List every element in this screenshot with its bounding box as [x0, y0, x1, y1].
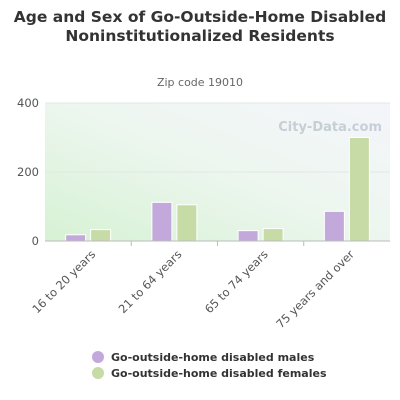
bar [151, 201, 173, 242]
legend-item: Go-outside-home disabled males [92, 349, 327, 365]
y-tick-label: 0 [32, 234, 39, 248]
bar [90, 229, 112, 242]
y-tick-label: 200 [17, 165, 39, 179]
bar [65, 234, 87, 242]
legend-swatch [92, 351, 104, 363]
legend-item: Go-outside-home disabled females [92, 365, 327, 381]
watermark: City-Data.com [278, 120, 382, 135]
legend-swatch [92, 367, 104, 379]
x-tick-label: 16 to 20 years [29, 247, 98, 316]
x-tick-label: 21 to 64 years [116, 247, 185, 316]
y-tick-label: 400 [17, 96, 39, 110]
legend-label: Go-outside-home disabled females [111, 366, 327, 380]
x-tick-label: 75 years and over [273, 247, 357, 331]
chart-title: Age and Sex of Go-Outside-Home Disabled … [13, 8, 387, 45]
bar [262, 228, 284, 242]
bar [176, 204, 198, 242]
bar [323, 210, 345, 242]
bar [237, 230, 259, 242]
legend: Go-outside-home disabled males Go-outside… [92, 349, 327, 381]
legend-label: Go-outside-home disabled males [111, 350, 315, 364]
chart-subtitle: Zip code 19010 [156, 76, 244, 89]
bar [348, 137, 370, 242]
x-tick-label: 65 to 74 years [202, 247, 271, 316]
